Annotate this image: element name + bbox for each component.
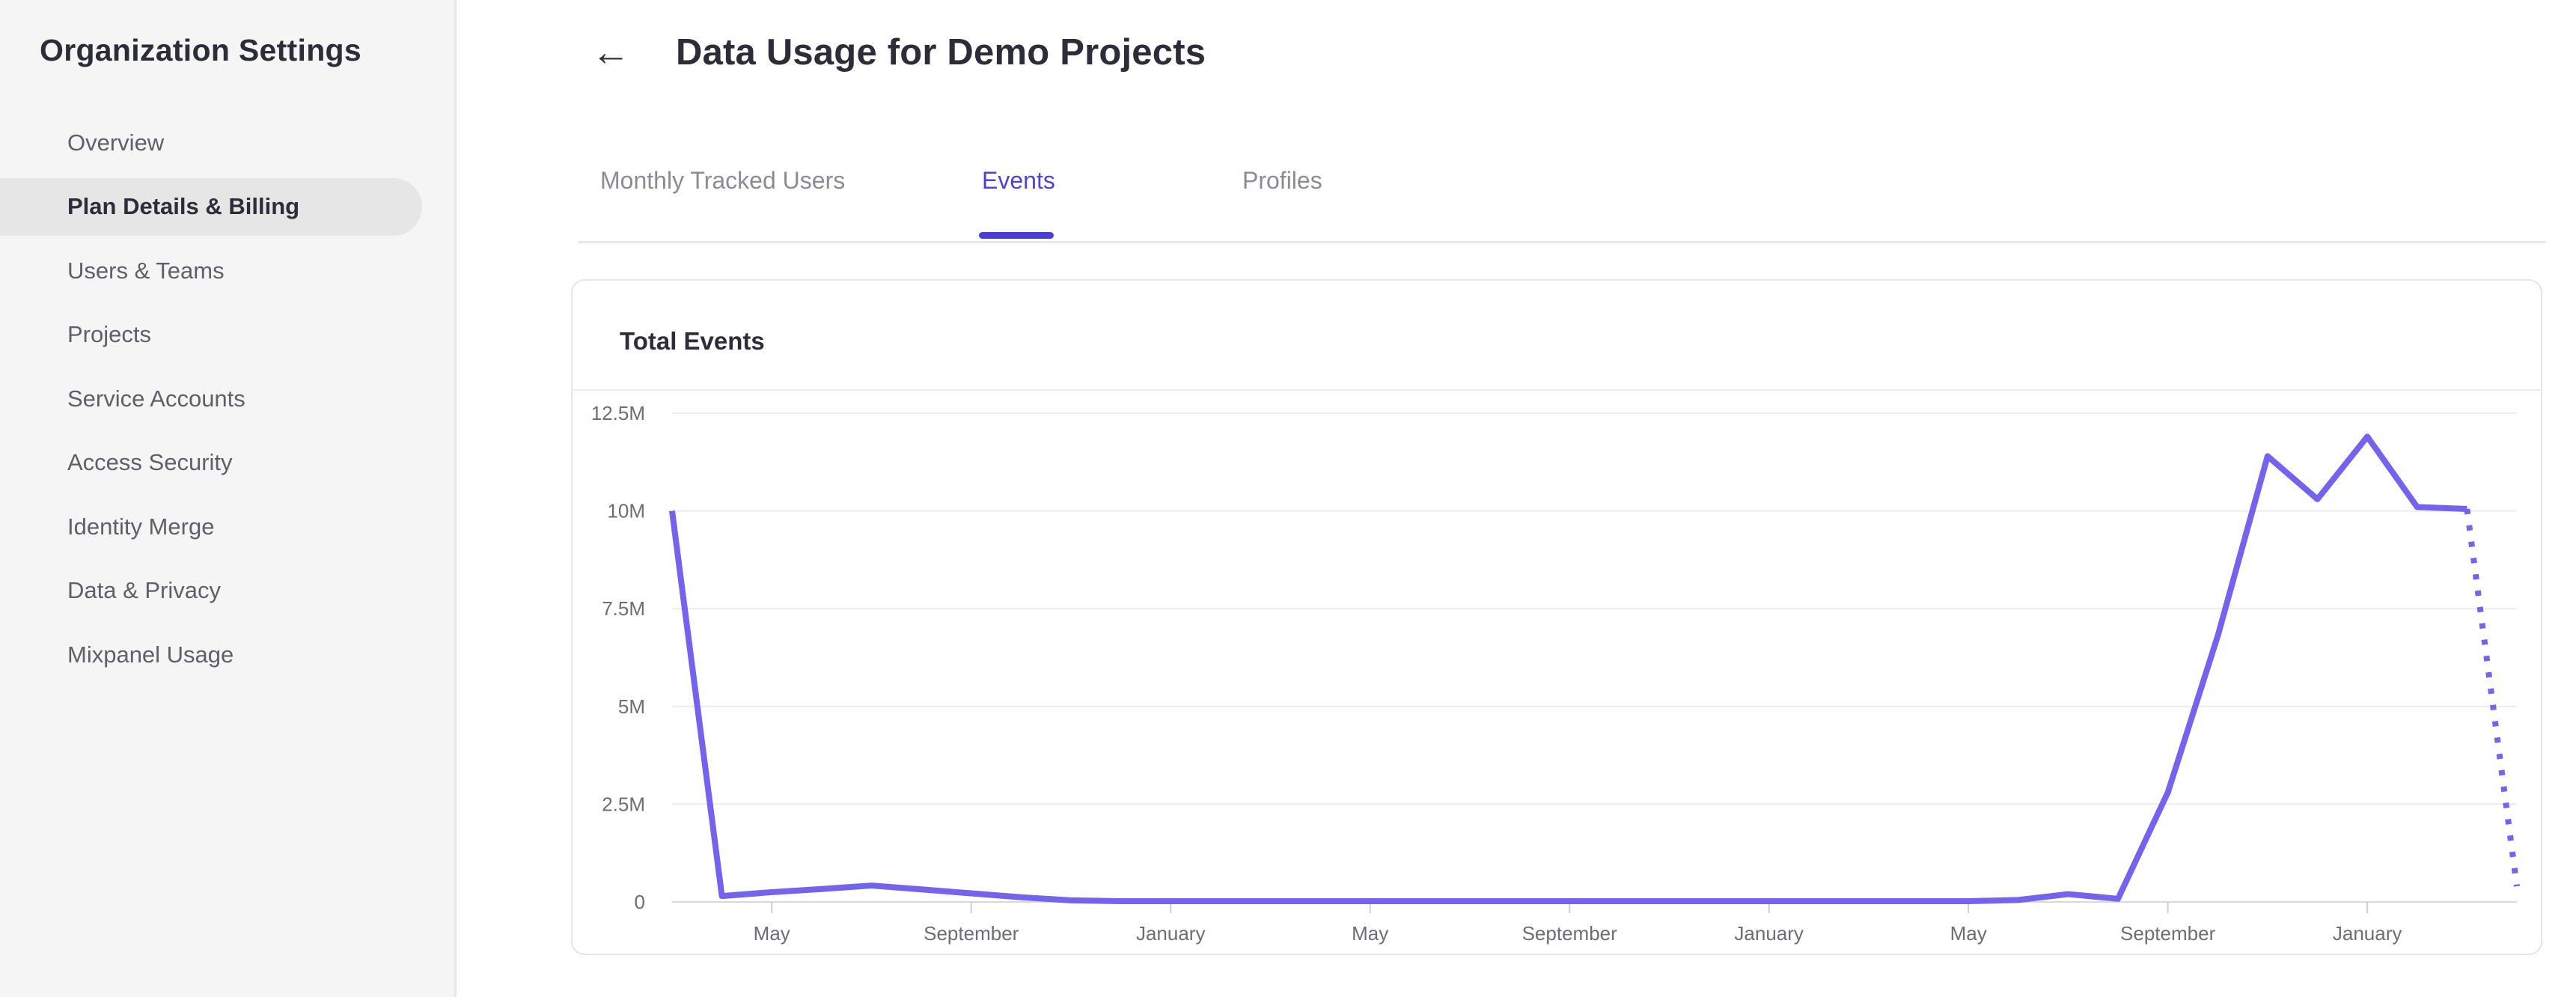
sidebar-item-users-teams[interactable]: Users & Teams bbox=[67, 257, 225, 284]
card-header-divider bbox=[573, 389, 2541, 391]
sidebar-item-mixpanel-usage[interactable]: Mixpanel Usage bbox=[67, 641, 234, 668]
chart-title: Total Events bbox=[620, 327, 765, 355]
y-axis-label: 12.5M bbox=[591, 402, 645, 424]
y-axis-label: 2.5M bbox=[602, 793, 645, 815]
sidebar-item-overview[interactable]: Overview bbox=[67, 129, 165, 156]
total-events-line-chart: 12.5M 10M 7.5M 5M 2.5M 0 May September January Ma… bbox=[591, 402, 2520, 945]
sidebar-item-plan-details-billing[interactable]: Plan Details & Billing bbox=[0, 175, 454, 240]
x-axis-label: January bbox=[1136, 922, 1206, 945]
active-tab-underline bbox=[979, 232, 1054, 239]
x-axis-label: May bbox=[754, 922, 790, 945]
page-title: Data Usage for Demo Projects bbox=[676, 32, 1206, 73]
tabs-divider bbox=[578, 241, 2546, 243]
sidebar-item-projects[interactable]: Projects bbox=[67, 321, 151, 348]
chart-line-dotted-projection bbox=[2464, 508, 2520, 887]
chart-line-solid bbox=[669, 433, 2467, 904]
y-axis-label: 10M bbox=[607, 500, 645, 522]
tab-monthly-tracked-users[interactable]: Monthly Tracked Users bbox=[600, 167, 846, 194]
sidebar-item-service-accounts[interactable]: Service Accounts bbox=[67, 385, 245, 412]
x-axis-label: September bbox=[924, 922, 1019, 945]
sidebar-item-identity-merge[interactable]: Identity Merge bbox=[67, 513, 215, 540]
x-axis-label: May bbox=[1352, 922, 1388, 945]
sidebar-item-data-privacy[interactable]: Data & Privacy bbox=[67, 577, 222, 604]
x-axis-label: September bbox=[2120, 922, 2216, 945]
sidebar-title: Organization Settings bbox=[40, 33, 361, 67]
selected-item-pill[interactable]: Plan Details & Billing bbox=[0, 177, 422, 236]
y-axis-label: 7.5M bbox=[602, 597, 645, 620]
sidebar-item-access-security[interactable]: Access Security bbox=[67, 449, 233, 476]
total-events-card bbox=[571, 279, 2542, 955]
sidebar-nav: Overview Plan Details & Billing Users & … bbox=[0, 111, 454, 687]
tab-events[interactable]: Events bbox=[982, 167, 1055, 194]
y-axis-label: 0 bbox=[635, 891, 645, 913]
sidebar: Organization Settings Overview Plan Deta… bbox=[0, 0, 457, 997]
y-axis-label: 5M bbox=[618, 695, 645, 718]
back-arrow-icon[interactable]: ← bbox=[591, 31, 630, 74]
x-axis-label: January bbox=[1734, 922, 1804, 945]
x-axis-label: September bbox=[1522, 922, 1618, 945]
x-axis-label: May bbox=[1950, 922, 1987, 945]
x-axis-label: January bbox=[2333, 922, 2402, 945]
tab-profiles[interactable]: Profiles bbox=[1242, 167, 1322, 194]
